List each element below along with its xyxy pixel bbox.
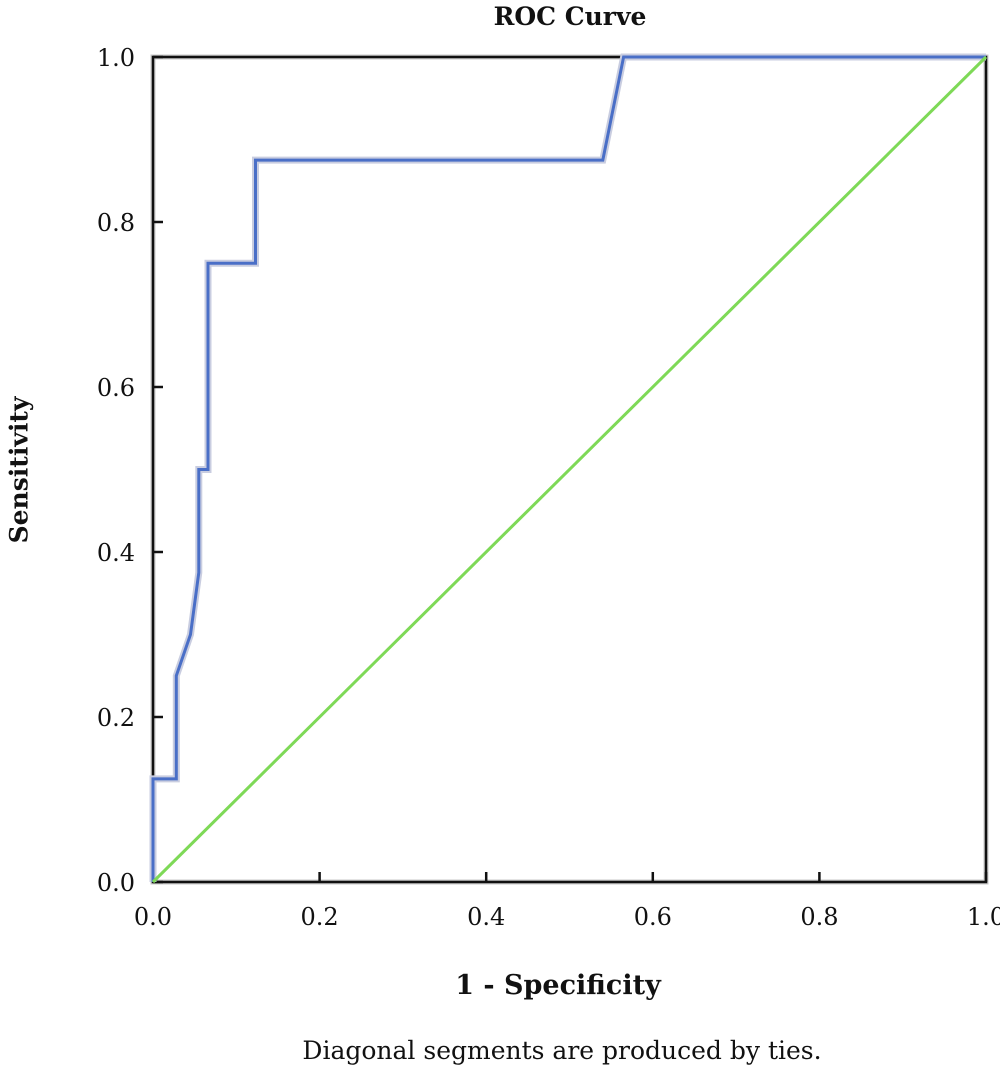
- x-tick-label: 0.2: [301, 903, 339, 931]
- y-tick-label: 1.0: [97, 44, 135, 72]
- x-axis-label: 1 - Specificity: [455, 970, 661, 1001]
- y-tick-label: 0.4: [97, 539, 135, 567]
- chart-title: ROC Curve: [493, 2, 647, 31]
- reference-line: [151, 55, 988, 884]
- y-axis-ticks: 0.0 0.2 0.4 0.6 0.8 1.0: [97, 44, 163, 897]
- y-tick-label: 0.0: [97, 869, 135, 897]
- x-tick-label: 0.0: [134, 903, 172, 931]
- plot-frame: [151, 55, 988, 884]
- axes-frame: [150, 54, 989, 885]
- x-tick-label: 0.4: [467, 903, 505, 931]
- x-axis-ticks: 0.0 0.2 0.4 0.6 0.8 1.0: [134, 872, 1000, 931]
- x-tick-label: 1.0: [967, 903, 1000, 931]
- chart-footnote: Diagonal segments are produced by ties.: [302, 1036, 822, 1065]
- y-tick-label: 0.2: [97, 704, 135, 732]
- y-tick-label: 0.6: [97, 374, 135, 402]
- x-tick-label: 0.6: [634, 903, 672, 931]
- y-tick-label: 0.8: [97, 209, 135, 237]
- x-tick-label: 0.8: [800, 903, 838, 931]
- series-layer: [149, 53, 988, 884]
- roc-curve-line: [151, 55, 986, 882]
